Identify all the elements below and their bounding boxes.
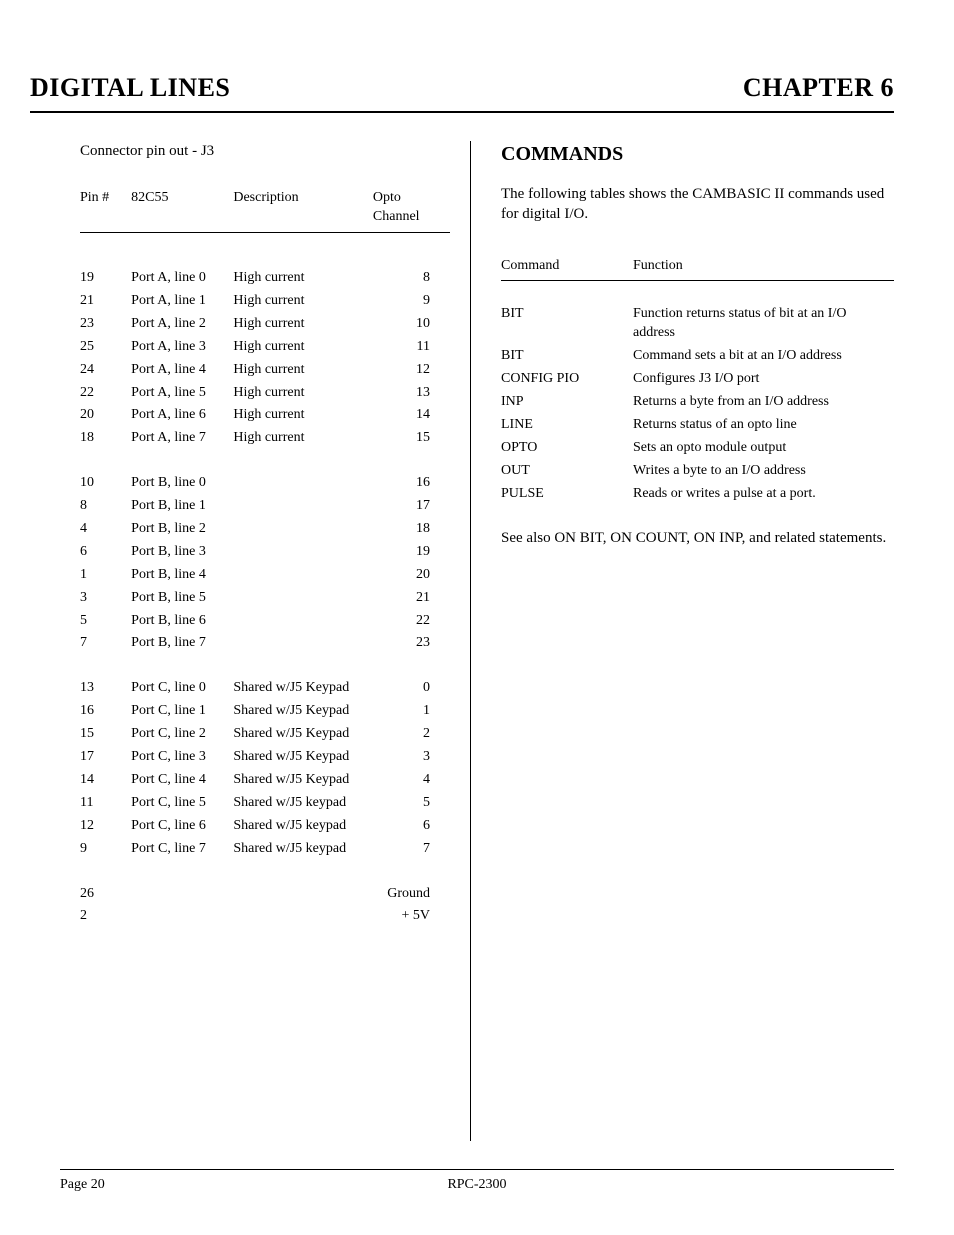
table-row: 23Port A, line 2High current10 <box>80 313 450 336</box>
table-row: 16Port C, line 1Shared w/J5 Keypad1 <box>80 700 450 723</box>
table-row: 26Ground <box>80 883 450 906</box>
column-divider <box>470 141 471 1141</box>
table-row: 21Port A, line 1High current9 <box>80 290 450 313</box>
table-row: BITFunction returns status of bit at an … <box>501 303 894 345</box>
table-row: 8Port B, line 117 <box>80 495 450 518</box>
commands-col-func: Function <box>633 253 894 280</box>
table-row: 10Port B, line 016 <box>80 472 450 495</box>
table-row: INPReturns a byte from an I/O address <box>501 391 894 414</box>
pinout-table: Pin # 82C55 Description Opto Channel 19P… <box>80 185 450 928</box>
table-row: 2+ 5V <box>80 905 450 928</box>
table-row: 14Port C, line 4Shared w/J5 Keypad4 <box>80 769 450 792</box>
commands-intro: The following tables shows the CAMBASIC … <box>501 184 894 225</box>
header-title-right: CHAPTER 6 <box>743 70 894 105</box>
table-row: 18Port A, line 7High current15 <box>80 427 450 450</box>
table-row: 20Port A, line 6High current14 <box>80 404 450 427</box>
table-row: 6Port B, line 319 <box>80 541 450 564</box>
table-row: 11Port C, line 5Shared w/J5 keypad5 <box>80 792 450 815</box>
table-row: 1Port B, line 420 <box>80 564 450 587</box>
table-row: 7Port B, line 723 <box>80 632 450 655</box>
content-columns: Connector pin out - J3 Pin # 82C55 Descr… <box>30 141 894 1141</box>
table-row: 24Port A, line 4High current12 <box>80 359 450 382</box>
table-row: 9Port C, line 7Shared w/J5 keypad7 <box>80 838 450 861</box>
table-row: OUTWrites a byte to an I/O address <box>501 460 894 483</box>
left-column: Connector pin out - J3 Pin # 82C55 Descr… <box>30 141 460 1141</box>
table-row: 15Port C, line 2Shared w/J5 Keypad2 <box>80 723 450 746</box>
page: DIGITAL LINES CHAPTER 6 Connector pin ou… <box>0 0 954 1235</box>
footer-page-number: Page 20 <box>60 1176 105 1195</box>
table-row: 5Port B, line 622 <box>80 610 450 633</box>
commands-table: Command Function BITFunction returns sta… <box>501 253 894 506</box>
page-footer: Page 20 RPC-2300 <box>60 1169 894 1195</box>
table-row: 22Port A, line 5High current13 <box>80 382 450 405</box>
table-row: 13Port C, line 0Shared w/J5 Keypad0 <box>80 677 450 700</box>
right-column: COMMANDS The following tables shows the … <box>491 141 894 1141</box>
pinout-caption: Connector pin out - J3 <box>80 141 450 161</box>
table-row: 12Port C, line 6Shared w/J5 keypad6 <box>80 815 450 838</box>
table-row: 3Port B, line 521 <box>80 587 450 610</box>
pinout-col-opto: Opto Channel <box>373 185 450 231</box>
see-also-note: See also ON BIT, ON COUNT, ON INP, and r… <box>501 528 894 548</box>
footer-doc-id: RPC-2300 <box>447 1176 506 1195</box>
table-row: 25Port A, line 3High current11 <box>80 336 450 359</box>
header-title-left: DIGITAL LINES <box>30 70 230 105</box>
commands-heading: COMMANDS <box>501 141 894 168</box>
pinout-col-desc: Description <box>233 185 373 231</box>
table-row: 17Port C, line 3Shared w/J5 Keypad3 <box>80 746 450 769</box>
table-row: BITCommand sets a bit at an I/O address <box>501 345 894 368</box>
table-row: LINEReturns status of an opto line <box>501 414 894 437</box>
table-row: OPTOSets an opto module output <box>501 437 894 460</box>
table-row: 4Port B, line 218 <box>80 518 450 541</box>
table-row: PULSEReads or writes a pulse at a port. <box>501 483 894 506</box>
commands-col-cmd: Command <box>501 253 633 280</box>
table-row: 19Port A, line 0High current8 <box>80 267 450 290</box>
pinout-col-pin: Pin # <box>80 185 131 231</box>
pinout-col-82c55: 82C55 <box>131 185 233 231</box>
page-header: DIGITAL LINES CHAPTER 6 <box>30 70 894 113</box>
table-row: CONFIG PIOConfigures J3 I/O port <box>501 368 894 391</box>
